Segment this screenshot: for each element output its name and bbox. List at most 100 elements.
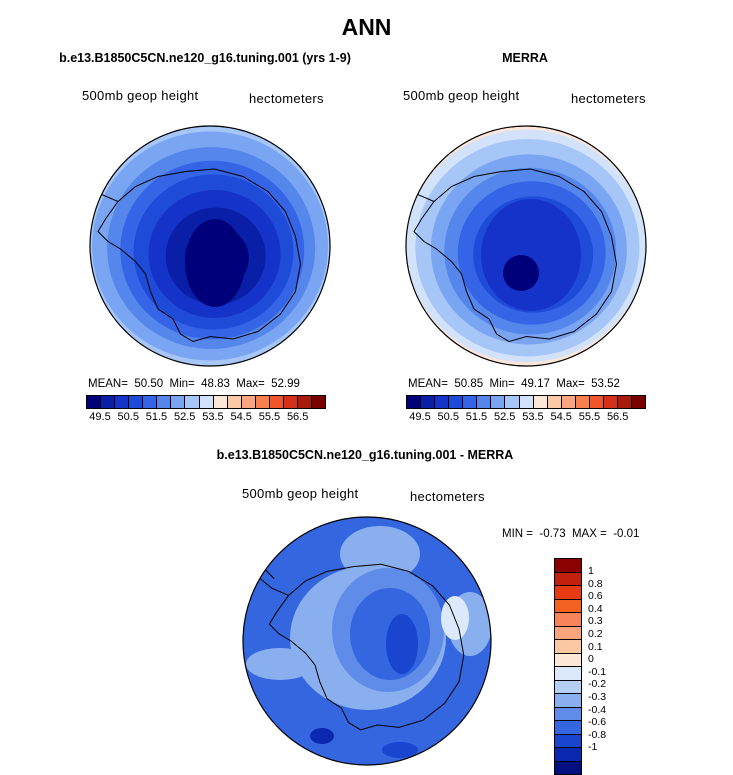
colorbar-swatch [227, 396, 242, 408]
diff-right-label: hectometers [410, 489, 485, 504]
colorbar-tick-label: -1 [588, 741, 598, 754]
panel1-right-label: hectometers [249, 91, 324, 106]
colorbar-tick-label: 0 [588, 653, 594, 666]
antarctica-coastline [413, 168, 618, 343]
colorbar-swatch [491, 396, 506, 408]
colorbar-swatch [407, 396, 422, 408]
panel2-colorbar: 49.5 50.5 51.5 52.5 53.5 54.5 55.5 56.5 [406, 395, 646, 423]
contour-band [382, 742, 418, 758]
panel2-map-border [405, 125, 647, 367]
colorbar-tick-label: 53.5 [202, 411, 224, 423]
colorbar-tick-label: -0.8 [588, 728, 607, 741]
colorbar-swatch [617, 396, 632, 408]
panel2-stats: MEAN= 50.85 Min= 49.17 Max= 53.52 [408, 378, 620, 390]
colorbar-tick-label: -0.1 [588, 665, 607, 678]
colorbar-tick-label: 53.5 [522, 411, 544, 423]
colorbar-swatch [555, 707, 581, 721]
colorbar-swatch [421, 396, 436, 408]
panel1-colorbar-swatches [86, 395, 326, 409]
colorbar-swatch [555, 734, 581, 748]
panel1-title: b.e13.B1850C5CN.ne120_g16.tuning.001 (yr… [59, 51, 351, 65]
colorbar-swatch [463, 396, 478, 408]
colorbar-tick-label: 0.8 [588, 577, 603, 590]
contour-band [185, 219, 245, 307]
colorbar-swatch [129, 396, 144, 408]
colorbar-swatch [555, 667, 581, 681]
contour-band [503, 255, 539, 291]
diff-panel-title: b.e13.B1850C5CN.ne120_g16.tuning.001 - M… [216, 448, 514, 462]
panel1-stats: MEAN= 50.50 Min= 48.83 Max= 52.99 [88, 378, 300, 390]
panel1-colorbar-ticks: 49.5 50.5 51.5 52.5 53.5 54.5 55.5 56.5 [86, 409, 326, 423]
colorbar-swatch [312, 396, 326, 408]
colorbar-tick-label: 55.5 [578, 411, 601, 423]
colorbar-tick-label: -0.6 [588, 716, 607, 729]
panel1-contours [90, 126, 330, 366]
colorbar-swatch [547, 396, 562, 408]
colorbar-swatch [603, 396, 618, 408]
colorbar-tick-label: 0.6 [588, 590, 603, 603]
colorbar-swatch [199, 396, 214, 408]
colorbar-swatch [477, 396, 492, 408]
panel2-left-label: 500mb geop height [403, 88, 520, 103]
antarctica-coastline [268, 563, 465, 731]
colorbar-tick-label: 0.3 [588, 615, 603, 628]
colorbar-swatch [185, 396, 200, 408]
colorbar-swatch [555, 586, 581, 600]
contour-band [246, 648, 314, 680]
panel2-colorbar-swatches [406, 395, 646, 409]
colorbar-tick-label: 56.5 [286, 411, 309, 423]
colorbar-tick-label: 49.5 [89, 411, 111, 423]
colorbar-tick-label: 51.5 [145, 411, 168, 423]
diff-left-label: 500mb geop height [242, 486, 359, 501]
panel1-left-label: 500mb geop height [82, 88, 199, 103]
colorbar-tick-label: 56.5 [606, 411, 629, 423]
colorbar-swatch [213, 396, 228, 408]
colorbar-tick-label: 1 [588, 565, 594, 577]
panel1-polar-map [89, 125, 331, 367]
diff-colorbar: 1 0.8 0.6 0.4 0.3 0.2 0.1 0 -0.1 -0.2 -0.3 -0.4 -0.6… [554, 558, 624, 775]
panel2-title: MERRA [502, 51, 548, 65]
panel2-right-label: hectometers [571, 91, 646, 106]
panel2-contours [406, 126, 646, 366]
colorbar-tick-label: 0.4 [588, 602, 603, 615]
colorbar-swatch [555, 613, 581, 627]
colorbar-tick-label: 54.5 [550, 411, 572, 423]
contour-band [481, 199, 581, 311]
colorbar-tick-label: 49.5 [409, 411, 431, 423]
colorbar-swatch [555, 559, 581, 573]
colorbar-swatch [555, 694, 581, 708]
colorbar-swatch [589, 396, 604, 408]
colorbar-swatch [87, 396, 102, 408]
colorbar-swatch [101, 396, 116, 408]
panel2-polar-map [405, 125, 647, 367]
colorbar-swatch [555, 748, 581, 762]
colorbar-swatch [269, 396, 284, 408]
colorbar-swatch [241, 396, 256, 408]
colorbar-tick-label: 50.5 [117, 411, 139, 423]
colorbar-swatch [505, 396, 520, 408]
colorbar-swatch [555, 572, 581, 586]
colorbar-tick-label: 51.5 [465, 411, 488, 423]
colorbar-tick-label: 0.1 [588, 640, 603, 653]
colorbar-tick-label: -0.4 [588, 703, 607, 716]
colorbar-tick-label: 55.5 [258, 411, 281, 423]
colorbar-swatch [283, 396, 298, 408]
colorbar-swatch [255, 396, 270, 408]
colorbar-swatch [555, 640, 581, 654]
colorbar-swatch [575, 396, 590, 408]
colorbar-tick-label: 52.5 [174, 411, 196, 423]
colorbar-tick-label: 50.5 [437, 411, 459, 423]
colorbar-swatch [555, 761, 581, 774]
colorbar-tick-label: -0.2 [588, 678, 607, 691]
colorbar-tick-label: -0.3 [588, 691, 607, 703]
colorbar-tick-label: 52.5 [494, 411, 516, 423]
diff-polar-map [242, 516, 492, 766]
colorbar-swatch [115, 396, 130, 408]
colorbar-swatch [449, 396, 464, 408]
colorbar-tick-label: 0.2 [588, 628, 603, 640]
panel2-colorbar-ticks: 49.5 50.5 51.5 52.5 53.5 54.5 55.5 56.5 [406, 409, 646, 423]
colorbar-swatch [561, 396, 576, 408]
colorbar-tick-label: 54.5 [230, 411, 252, 423]
colorbar-swatch [171, 396, 186, 408]
contour-band [386, 614, 418, 674]
